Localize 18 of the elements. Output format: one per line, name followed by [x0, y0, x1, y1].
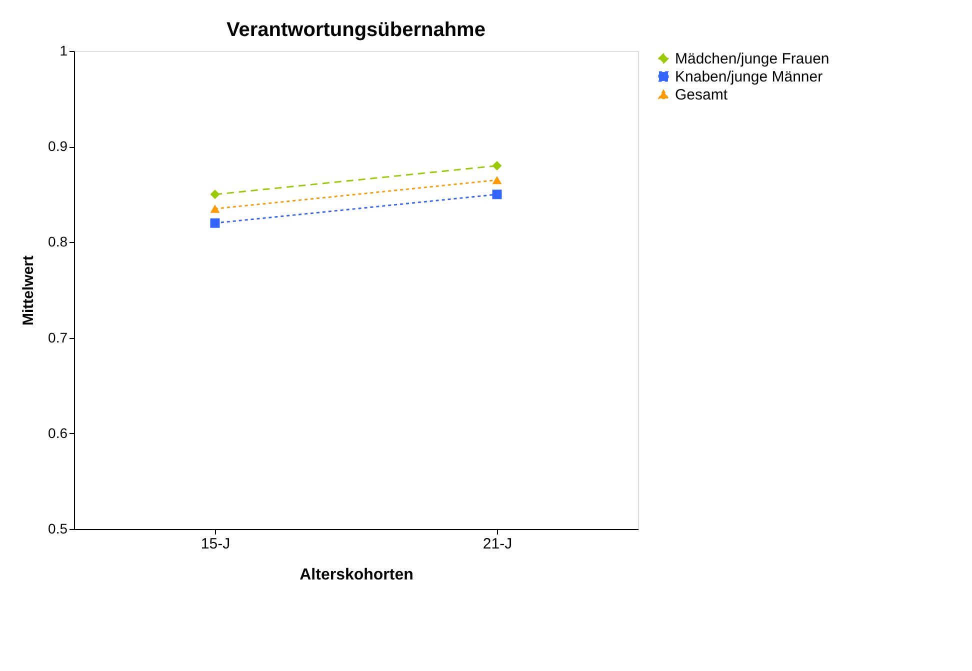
point — [210, 190, 220, 200]
y-tick-label: 0.5 — [48, 520, 68, 536]
legend-label: Knaben/junge Männer — [675, 68, 823, 86]
y-tick-label: 0.7 — [48, 329, 68, 346]
y-tick-label: 0.8 — [48, 234, 68, 250]
y-tick-label: 0.6 — [48, 424, 68, 441]
y-axis-title: Mittelwert — [20, 255, 38, 326]
x-tick-label: 21-J — [482, 536, 512, 552]
legend-label: Gesamt — [675, 86, 728, 104]
y-tick-label: 1 — [60, 42, 68, 58]
x-tick-label: 15-J — [200, 536, 230, 552]
chart-title: Verantwortungsübernahme — [226, 19, 486, 41]
legend-label: Mädchen/junge Frauen — [675, 50, 830, 68]
point — [492, 160, 502, 170]
point — [210, 218, 220, 228]
point — [492, 190, 502, 200]
x-axis-title: Alterskohorten — [300, 566, 414, 584]
y-tick-label: 0.9 — [48, 138, 68, 154]
